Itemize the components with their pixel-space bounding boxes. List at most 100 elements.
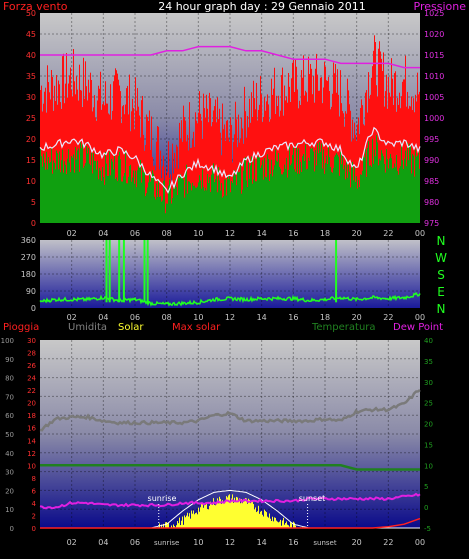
wind-avg-bar <box>397 171 398 223</box>
wind-avg-bar <box>310 148 311 223</box>
wind-avg-bar <box>58 169 59 223</box>
wind-avg-bar <box>84 166 85 223</box>
wind-avg-bar <box>59 151 60 223</box>
wind-avg-bar <box>271 160 272 223</box>
wind-avg-bar <box>299 174 300 223</box>
solar-bar <box>209 506 210 528</box>
solar-bar <box>273 521 274 528</box>
wind-avg-bar <box>416 157 417 223</box>
wind-avg-bar <box>109 152 110 223</box>
wind-avg-bar <box>160 196 161 223</box>
wind-avg-bar <box>341 164 342 223</box>
wind-avg-bar <box>258 157 259 223</box>
wind-avg-bar <box>401 143 402 223</box>
wind-avg-bar <box>381 150 382 223</box>
left-tick-label: 0 <box>31 219 36 228</box>
wind-avg-bar <box>187 194 188 223</box>
wind-avg-bar <box>365 149 366 223</box>
right-tick-label: 1015 <box>424 51 444 60</box>
wind-avg-bar <box>338 157 339 223</box>
solar-bar <box>241 499 242 528</box>
wind-avg-bar <box>193 186 194 223</box>
wind-avg-bar <box>154 197 155 223</box>
chart-title: 24 hour graph day : 29 Gennaio 2011 <box>158 0 366 13</box>
wind-avg-bar <box>81 148 82 223</box>
wind-avg-bar <box>350 187 351 223</box>
solar-bar <box>188 516 189 528</box>
wind-avg-bar <box>161 202 162 223</box>
solar-bar <box>283 518 284 528</box>
wind-avg-bar <box>232 183 233 223</box>
wind-avg-bar <box>115 179 116 223</box>
wind-avg-bar <box>65 165 66 223</box>
wind-avg-bar <box>308 158 309 223</box>
wind-avg-bar <box>293 147 294 223</box>
rain-tick-label: 14 <box>27 437 36 445</box>
wind-avg-bar <box>242 190 243 223</box>
x-tick-label: 12 <box>225 229 235 238</box>
wind-avg-bar <box>314 171 315 223</box>
solar-bar <box>191 511 192 528</box>
solar-bar <box>184 515 185 528</box>
wind-avg-bar <box>74 173 75 223</box>
compass-label: S <box>437 268 445 282</box>
direction-tick-label: 180 <box>21 270 36 279</box>
wind-avg-bar <box>107 176 108 223</box>
wind-avg-bar <box>66 174 67 223</box>
wind-avg-bar <box>419 169 420 223</box>
direction-tick-label: 360 <box>21 236 36 245</box>
wind-avg-bar <box>173 185 174 223</box>
wind-avg-bar <box>194 186 195 223</box>
wind-avg-bar <box>195 188 196 223</box>
wind-avg-bar <box>294 169 295 223</box>
wind-avg-bar <box>275 149 276 223</box>
solar-bar <box>224 503 225 528</box>
wind-avg-bar <box>335 155 336 223</box>
solar-bar <box>233 503 234 528</box>
wind-avg-bar <box>197 187 198 223</box>
wind-avg-bar <box>108 176 109 223</box>
wind-avg-bar <box>133 171 134 223</box>
temp-tick-label: 25 <box>424 400 433 408</box>
solar-bar <box>203 508 204 528</box>
wind-avg-bar <box>229 174 230 223</box>
wind-avg-bar <box>367 148 368 223</box>
wind-avg-bar <box>332 173 333 223</box>
wind-avg-bar <box>216 175 217 223</box>
wind-avg-bar <box>305 144 306 223</box>
temp-tick-label: -5 <box>424 525 431 533</box>
wind-avg-bar <box>257 157 258 223</box>
wind-avg-bar <box>185 172 186 223</box>
rain-tick-label: 22 <box>27 387 36 395</box>
solar-bar <box>264 510 265 528</box>
wind-avg-bar <box>411 173 412 223</box>
wind-avg-bar <box>255 181 256 223</box>
solar-bar <box>239 498 240 528</box>
compass-label: N <box>437 234 446 248</box>
wind-avg-bar <box>151 176 152 223</box>
wind-avg-bar <box>53 160 54 223</box>
wind-avg-bar <box>82 144 83 223</box>
wind-avg-bar <box>73 154 74 223</box>
wind-avg-bar <box>92 173 93 223</box>
wind-avg-bar <box>110 175 111 223</box>
wind-avg-bar <box>388 168 389 223</box>
wind-avg-bar <box>387 159 388 223</box>
wind-avg-bar <box>333 168 334 223</box>
wind-avg-bar <box>279 167 280 223</box>
wind-avg-bar <box>307 169 308 223</box>
wind-avg-bar <box>408 160 409 223</box>
wind-avg-bar <box>67 159 68 223</box>
compass-label: W <box>435 251 447 265</box>
wind-avg-bar <box>200 181 201 223</box>
wind-avg-bar <box>380 160 381 223</box>
humidity-tick-label: 10 <box>5 506 14 514</box>
wind-avg-bar <box>93 153 94 223</box>
wind-avg-bar <box>211 175 212 223</box>
wind-avg-bar <box>382 153 383 223</box>
solar-bar <box>271 521 272 528</box>
wind-avg-bar <box>395 167 396 223</box>
wind-avg-bar <box>352 162 353 223</box>
temp-tick-label: 15 <box>424 441 433 449</box>
x-tick-label: 04 <box>98 229 108 238</box>
